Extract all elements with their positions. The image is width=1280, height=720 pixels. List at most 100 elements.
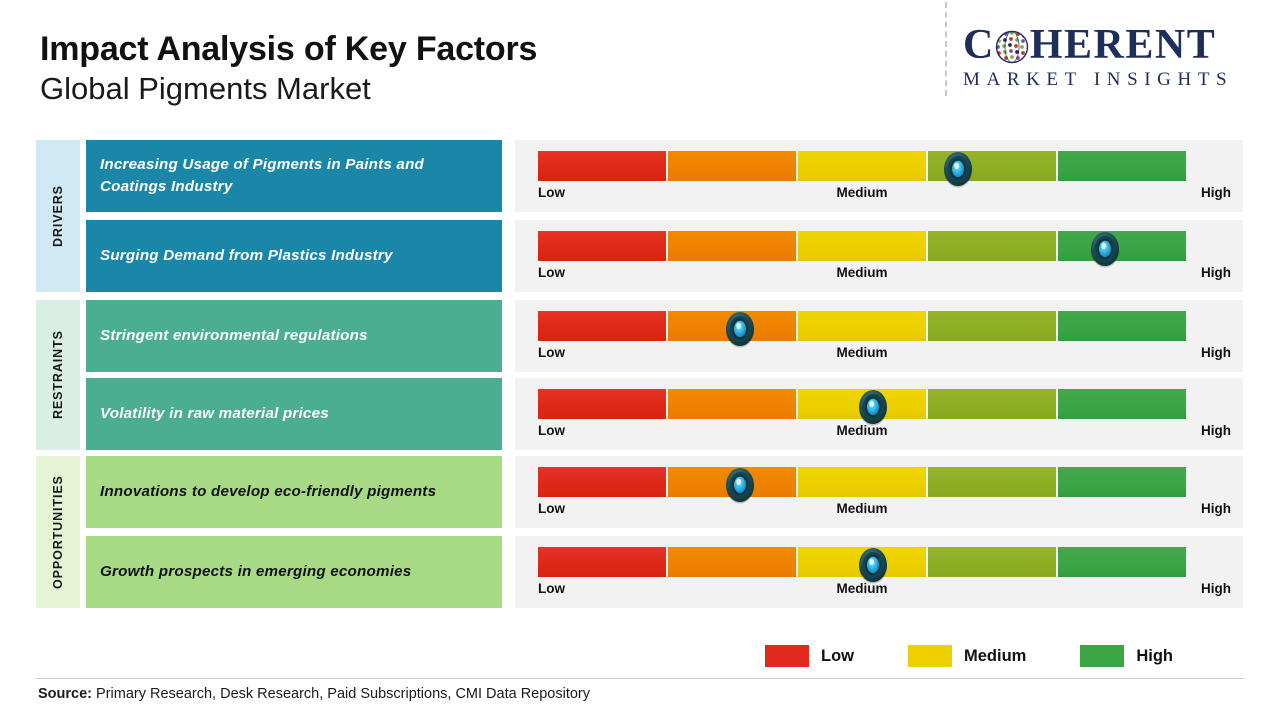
logo-word-herent: HERENT	[1029, 22, 1217, 68]
gauge-segment-5	[1058, 231, 1186, 261]
gauge-segment-5	[1058, 547, 1186, 577]
scale-label-high: High	[1201, 423, 1231, 438]
gauge-segment-5	[1058, 467, 1186, 497]
category-label: DRIVERS	[36, 140, 80, 292]
legend-item: Medium	[908, 645, 1026, 667]
gauge-segment-4	[928, 467, 1056, 497]
gauge-segment-2	[668, 151, 796, 181]
page-header: Impact Analysis of Key Factors Global Pi…	[0, 0, 1280, 130]
factor-box: Innovations to develop eco-friendly pigm…	[86, 456, 502, 528]
legend-swatch	[908, 645, 952, 667]
gauge-bar	[538, 467, 1186, 497]
scale-label-low: Low	[538, 345, 565, 360]
scale-label-medium: Medium	[836, 581, 888, 596]
factor-box: Increasing Usage of Pigments in Paints a…	[86, 140, 502, 212]
gauge-segment-4	[928, 151, 1056, 181]
gauge-scale: Low Medium High	[538, 581, 1231, 601]
source-text: Primary Research, Desk Research, Paid Su…	[92, 686, 591, 702]
scale-label-medium: Medium	[836, 423, 888, 438]
legend-item: Low	[765, 645, 854, 667]
gauge-scale: Low Medium High	[538, 423, 1231, 443]
impact-gauge: Low Medium High	[515, 300, 1243, 372]
gauge-bar	[538, 389, 1186, 419]
gauge-segment-5	[1058, 389, 1186, 419]
factor-box: Surging Demand from Plastics Industry	[86, 220, 502, 292]
gauge-segment-4	[928, 547, 1056, 577]
scale-label-high: High	[1201, 265, 1231, 280]
dotted-globe-icon	[995, 30, 1029, 64]
logo-wordmark: C	[963, 22, 1263, 68]
legend-swatch	[765, 645, 809, 667]
category-band-drivers: DRIVERS	[36, 140, 80, 292]
gauge-segment-4	[928, 231, 1056, 261]
factor-label: Stringent environmental regulations	[100, 326, 368, 344]
gauge-segment-3	[798, 389, 926, 419]
factor-label: Increasing Usage of Pigments in Paints a…	[100, 155, 425, 195]
gauge-segment-3	[798, 547, 926, 577]
gauge-segment-3	[798, 151, 926, 181]
factor-label: Growth prospects in emerging economies	[100, 562, 412, 580]
scale-label-medium: Medium	[836, 185, 888, 200]
gauge-segment-1	[538, 231, 666, 261]
legend-label: High	[1136, 646, 1174, 665]
scale-label-low: Low	[538, 501, 565, 516]
gauge-scale: Low Medium High	[538, 501, 1231, 521]
gauge-segment-3	[798, 311, 926, 341]
category-band-opportunities: OPPORTUNITIES	[36, 456, 80, 608]
gauge-segment-1	[538, 547, 666, 577]
scale-label-low: Low	[538, 423, 565, 438]
gauge-segment-2	[668, 311, 796, 341]
gauge-segment-1	[538, 389, 666, 419]
gauge-segment-2	[668, 547, 796, 577]
logo-tagline: MARKET INSIGHTS	[963, 69, 1234, 90]
factor-label: Volatility in raw material prices	[100, 404, 329, 422]
gauge-scale: Low Medium High	[538, 265, 1231, 285]
scale-label-medium: Medium	[836, 345, 888, 360]
gauge-bar	[538, 151, 1186, 181]
gauge-bar	[538, 547, 1186, 577]
scale-label-low: Low	[538, 581, 565, 596]
gauge-segment-2	[668, 467, 796, 497]
gauge-segment-5	[1058, 151, 1186, 181]
gauge-bar	[538, 231, 1186, 261]
gauge-segment-1	[538, 467, 666, 497]
gauge-scale: Low Medium High	[538, 185, 1231, 205]
legend: Low Medium High	[765, 645, 1173, 667]
title-block: Impact Analysis of Key Factors Global Pi…	[40, 30, 537, 109]
impact-gauge: Low Medium High	[515, 140, 1243, 212]
gauge-segment-3	[798, 467, 926, 497]
category-band-restraints: RESTRAINTS	[36, 300, 80, 450]
factor-label: Innovations to develop eco-friendly pigm…	[100, 482, 437, 500]
scale-label-high: High	[1201, 501, 1231, 516]
page-title: Impact Analysis of Key Factors	[40, 30, 538, 68]
factor-label: Surging Demand from Plastics Industry	[100, 246, 393, 264]
scale-label-high: High	[1201, 345, 1231, 360]
gauge-segment-5	[1058, 311, 1186, 341]
scale-label-high: High	[1201, 581, 1231, 596]
gauge-segment-3	[798, 231, 926, 261]
scale-label-medium: Medium	[836, 265, 888, 280]
factor-box: Volatility in raw material prices	[86, 378, 502, 450]
legend-swatch	[1080, 645, 1125, 667]
logo-word-c: C	[963, 22, 995, 68]
scale-label-low: Low	[538, 265, 565, 280]
scale-label-medium: Medium	[836, 501, 888, 516]
company-logo: C	[963, 22, 1263, 98]
category-label: RESTRAINTS	[36, 300, 80, 450]
scale-label-high: High	[1201, 185, 1231, 200]
page-subtitle: Global Pigments Market	[40, 71, 371, 107]
category-label: OPPORTUNITIES	[36, 456, 80, 608]
legend-item: High	[1080, 645, 1173, 667]
source-note: Source: Primary Research, Desk Research,…	[38, 686, 590, 702]
gauge-segment-1	[538, 311, 666, 341]
footer-divider	[36, 678, 1244, 679]
impact-gauge: Low Medium High	[515, 536, 1243, 608]
gauge-bar	[538, 311, 1186, 341]
legend-label: Medium	[964, 646, 1027, 665]
logo-divider	[945, 2, 947, 96]
gauge-segment-2	[668, 231, 796, 261]
impact-gauge: Low Medium High	[515, 378, 1243, 450]
factor-box: Growth prospects in emerging economies	[86, 536, 502, 608]
gauge-scale: Low Medium High	[538, 345, 1231, 365]
source-label: Source:	[38, 686, 92, 702]
